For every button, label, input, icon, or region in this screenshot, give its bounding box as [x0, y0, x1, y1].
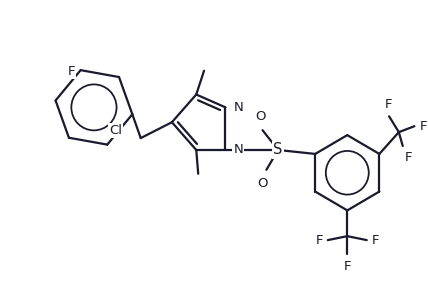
- Text: F: F: [372, 234, 379, 247]
- Text: F: F: [315, 234, 323, 247]
- Text: F: F: [384, 98, 392, 111]
- Text: N: N: [233, 101, 243, 114]
- Text: F: F: [67, 65, 75, 78]
- Text: F: F: [419, 120, 427, 133]
- Text: F: F: [405, 151, 412, 164]
- Text: F: F: [344, 260, 351, 273]
- Text: N: N: [233, 143, 243, 156]
- Text: S: S: [273, 143, 283, 158]
- Text: O: O: [257, 177, 268, 190]
- Text: O: O: [256, 110, 266, 123]
- Text: Cl: Cl: [109, 124, 122, 137]
